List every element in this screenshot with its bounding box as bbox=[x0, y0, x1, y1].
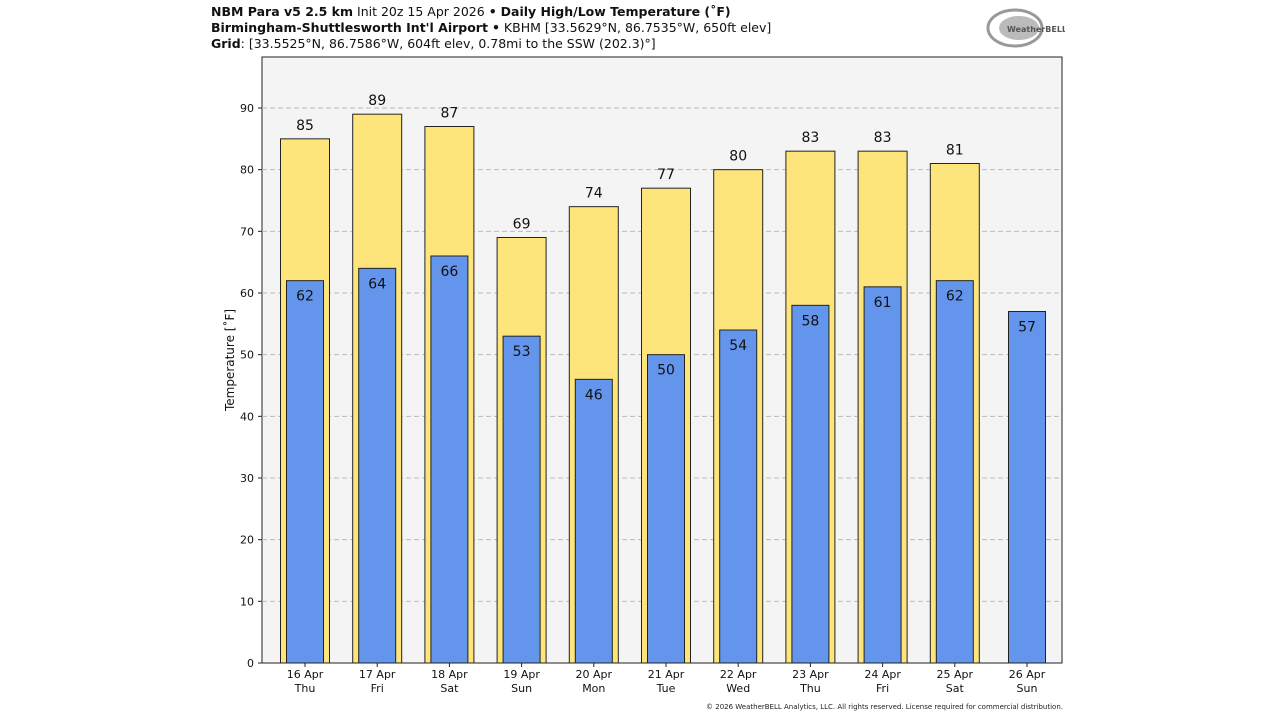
low-temp-label: 61 bbox=[874, 295, 892, 311]
high-temp-label: 83 bbox=[801, 130, 819, 146]
low-temp-bar bbox=[863, 286, 902, 664]
y-tick-label: 40 bbox=[240, 410, 254, 423]
x-tick-label-day: Thu bbox=[799, 682, 821, 695]
high-temp-label: 74 bbox=[585, 186, 603, 202]
low-temp-bar bbox=[430, 255, 469, 664]
low-temp-bar bbox=[574, 378, 613, 664]
x-tick-label-day: Fri bbox=[876, 682, 889, 695]
separator: • bbox=[491, 20, 500, 35]
station-info: KBHM [33.5629°N, 86.7535°W, 650ft elev] bbox=[503, 20, 772, 35]
low-temp-bar bbox=[935, 280, 974, 664]
low-temp-bar bbox=[791, 304, 830, 664]
low-temp-label: 64 bbox=[368, 276, 386, 292]
svg-text:WeatherBELL: WeatherBELL bbox=[1007, 25, 1065, 34]
low-temp-label: 62 bbox=[296, 289, 314, 305]
title-line-3: Grid: [33.5525°N, 86.7586°W, 604ft elev,… bbox=[211, 36, 656, 52]
high-temp-label: 87 bbox=[440, 106, 458, 122]
y-axis-label: Temperature [˚F] bbox=[222, 309, 237, 412]
low-temp-bar bbox=[358, 267, 397, 664]
separator: • bbox=[488, 4, 497, 19]
low-temp-bar bbox=[1008, 311, 1046, 664]
x-tick-label-day: Thu bbox=[294, 682, 316, 695]
high-temp-label: 80 bbox=[729, 149, 747, 165]
x-tick-label-date: 24 Apr bbox=[864, 668, 901, 681]
grid-label: Grid bbox=[211, 36, 241, 51]
init-time: Init 20z 15 Apr 2026 bbox=[357, 4, 485, 19]
x-tick-label-day: Sun bbox=[1017, 682, 1038, 695]
low-temp-label: 57 bbox=[1018, 320, 1036, 336]
y-tick-label: 10 bbox=[240, 595, 254, 608]
low-temp-label: 53 bbox=[513, 344, 531, 360]
low-temp-bar bbox=[286, 280, 324, 664]
y-tick-label: 0 bbox=[247, 657, 254, 670]
x-tick-label-date: 23 Apr bbox=[792, 668, 829, 681]
y-tick-label: 80 bbox=[240, 164, 254, 177]
high-temp-label: 81 bbox=[946, 143, 964, 159]
x-tick-label-date: 16 Apr bbox=[287, 668, 324, 681]
low-temp-bar bbox=[719, 329, 758, 664]
x-tick-label-date: 20 Apr bbox=[576, 668, 613, 681]
high-temp-label: 69 bbox=[513, 217, 531, 233]
weatherbell-logo: WeatherBELL bbox=[986, 8, 1065, 48]
high-temp-label: 89 bbox=[368, 93, 386, 109]
y-tick-label: 60 bbox=[240, 287, 254, 300]
y-tick-label: 90 bbox=[240, 102, 254, 115]
high-temp-label: 77 bbox=[657, 167, 675, 183]
copyright-footer: © 2026 WeatherBELL Analytics, LLC. All r… bbox=[706, 703, 1063, 711]
x-tick-label-day: Fri bbox=[371, 682, 384, 695]
low-temp-label: 54 bbox=[729, 338, 747, 354]
x-tick-label-date: 22 Apr bbox=[720, 668, 757, 681]
x-tick-label-day: Sat bbox=[440, 682, 459, 695]
x-tick-label-day: Sat bbox=[946, 682, 965, 695]
low-temp-label: 58 bbox=[801, 313, 819, 329]
x-tick-label-day: Tue bbox=[656, 682, 676, 695]
high-temp-label: 83 bbox=[874, 130, 892, 146]
y-tick-label: 30 bbox=[240, 472, 254, 485]
x-tick-label-day: Wed bbox=[726, 682, 750, 695]
low-temp-label: 50 bbox=[657, 363, 675, 379]
low-temp-bar bbox=[647, 354, 685, 664]
y-tick-label: 20 bbox=[240, 534, 254, 547]
low-temp-label: 62 bbox=[946, 289, 964, 305]
x-tick-label-date: 26 Apr bbox=[1009, 668, 1046, 681]
x-tick-label-date: 21 Apr bbox=[648, 668, 685, 681]
x-tick-label-date: 19 Apr bbox=[503, 668, 540, 681]
x-tick-label-day: Mon bbox=[582, 682, 605, 695]
high-temp-label: 85 bbox=[296, 118, 314, 134]
low-temp-label: 66 bbox=[440, 264, 458, 280]
grid-info: : [33.5525°N, 86.7586°W, 604ft elev, 0.7… bbox=[240, 36, 656, 51]
x-tick-label-day: Sun bbox=[511, 682, 532, 695]
title-line-2: Birmingham-Shuttlesworth Int'l Airport •… bbox=[211, 20, 771, 36]
station-name: Birmingham-Shuttlesworth Int'l Airport bbox=[211, 20, 488, 35]
low-temp-label: 46 bbox=[585, 387, 603, 403]
low-temp-bar bbox=[502, 335, 541, 664]
x-tick-label-date: 25 Apr bbox=[937, 668, 974, 681]
model-name: NBM Para v5 2.5 km bbox=[211, 4, 354, 19]
y-tick-label: 50 bbox=[240, 349, 254, 362]
x-tick-label-date: 18 Apr bbox=[431, 668, 468, 681]
product-title: Daily High/Low Temperature (˚F) bbox=[500, 4, 731, 19]
title-line-1: NBM Para v5 2.5 km Init 20z 15 Apr 2026 … bbox=[211, 4, 731, 20]
y-tick-label: 70 bbox=[240, 225, 254, 238]
x-tick-label-date: 17 Apr bbox=[359, 668, 396, 681]
